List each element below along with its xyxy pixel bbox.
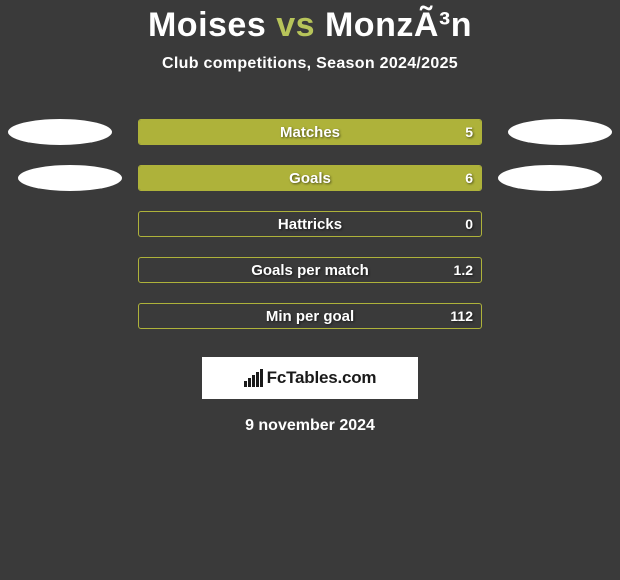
stat-row: Goals per match 1.2 <box>0 247 620 293</box>
stat-value: 112 <box>450 308 473 324</box>
stat-bar: Hattricks 0 <box>138 211 482 237</box>
stat-label: Hattricks <box>278 216 342 233</box>
stat-label: Matches <box>280 124 340 141</box>
stat-value: 0 <box>465 216 473 232</box>
stat-row: Goals 6 <box>0 155 620 201</box>
stat-label: Min per goal <box>266 308 354 325</box>
page-title: Moises vs MonzÃ³n <box>0 6 620 45</box>
brand-bar-icon <box>244 381 247 387</box>
player1-name: Moises <box>148 6 266 44</box>
stat-row: Hattricks 0 <box>0 201 620 247</box>
brand-bar-icon <box>252 375 255 387</box>
stat-bar: Goals 6 <box>138 165 482 191</box>
footer-date: 9 november 2024 <box>0 417 620 435</box>
stat-label: Goals per match <box>251 262 369 279</box>
stat-bar: Goals per match 1.2 <box>138 257 482 283</box>
stat-value: 1.2 <box>454 262 473 278</box>
stat-value: 6 <box>465 170 473 186</box>
stat-label: Goals <box>289 170 331 187</box>
stat-ellipse-left <box>8 119 112 145</box>
stat-row: Matches 5 <box>0 109 620 155</box>
brand-bar-icon <box>260 369 263 387</box>
stat-ellipse-left <box>18 165 122 191</box>
stat-row: Min per goal 112 <box>0 293 620 339</box>
brand-bars-icon <box>244 369 263 387</box>
brand-text: FcTables.com <box>267 368 377 388</box>
comparison-card: Moises vs MonzÃ³n Club competitions, Sea… <box>0 0 620 435</box>
stat-rows: Matches 5 Goals 6 Hattricks 0 Goals per match 1… <box>0 109 620 339</box>
brand-bar-icon <box>256 372 259 387</box>
stat-bar: Min per goal 112 <box>138 303 482 329</box>
player2-name: MonzÃ³n <box>325 6 472 44</box>
brand-badge: FcTables.com <box>202 357 418 399</box>
stat-value: 5 <box>465 124 473 140</box>
brand-bar-icon <box>248 378 251 387</box>
stat-ellipse-right <box>508 119 612 145</box>
stat-ellipse-right <box>498 165 602 191</box>
subtitle: Club competitions, Season 2024/2025 <box>0 55 620 73</box>
vs-text: vs <box>276 6 315 44</box>
stat-bar: Matches 5 <box>138 119 482 145</box>
